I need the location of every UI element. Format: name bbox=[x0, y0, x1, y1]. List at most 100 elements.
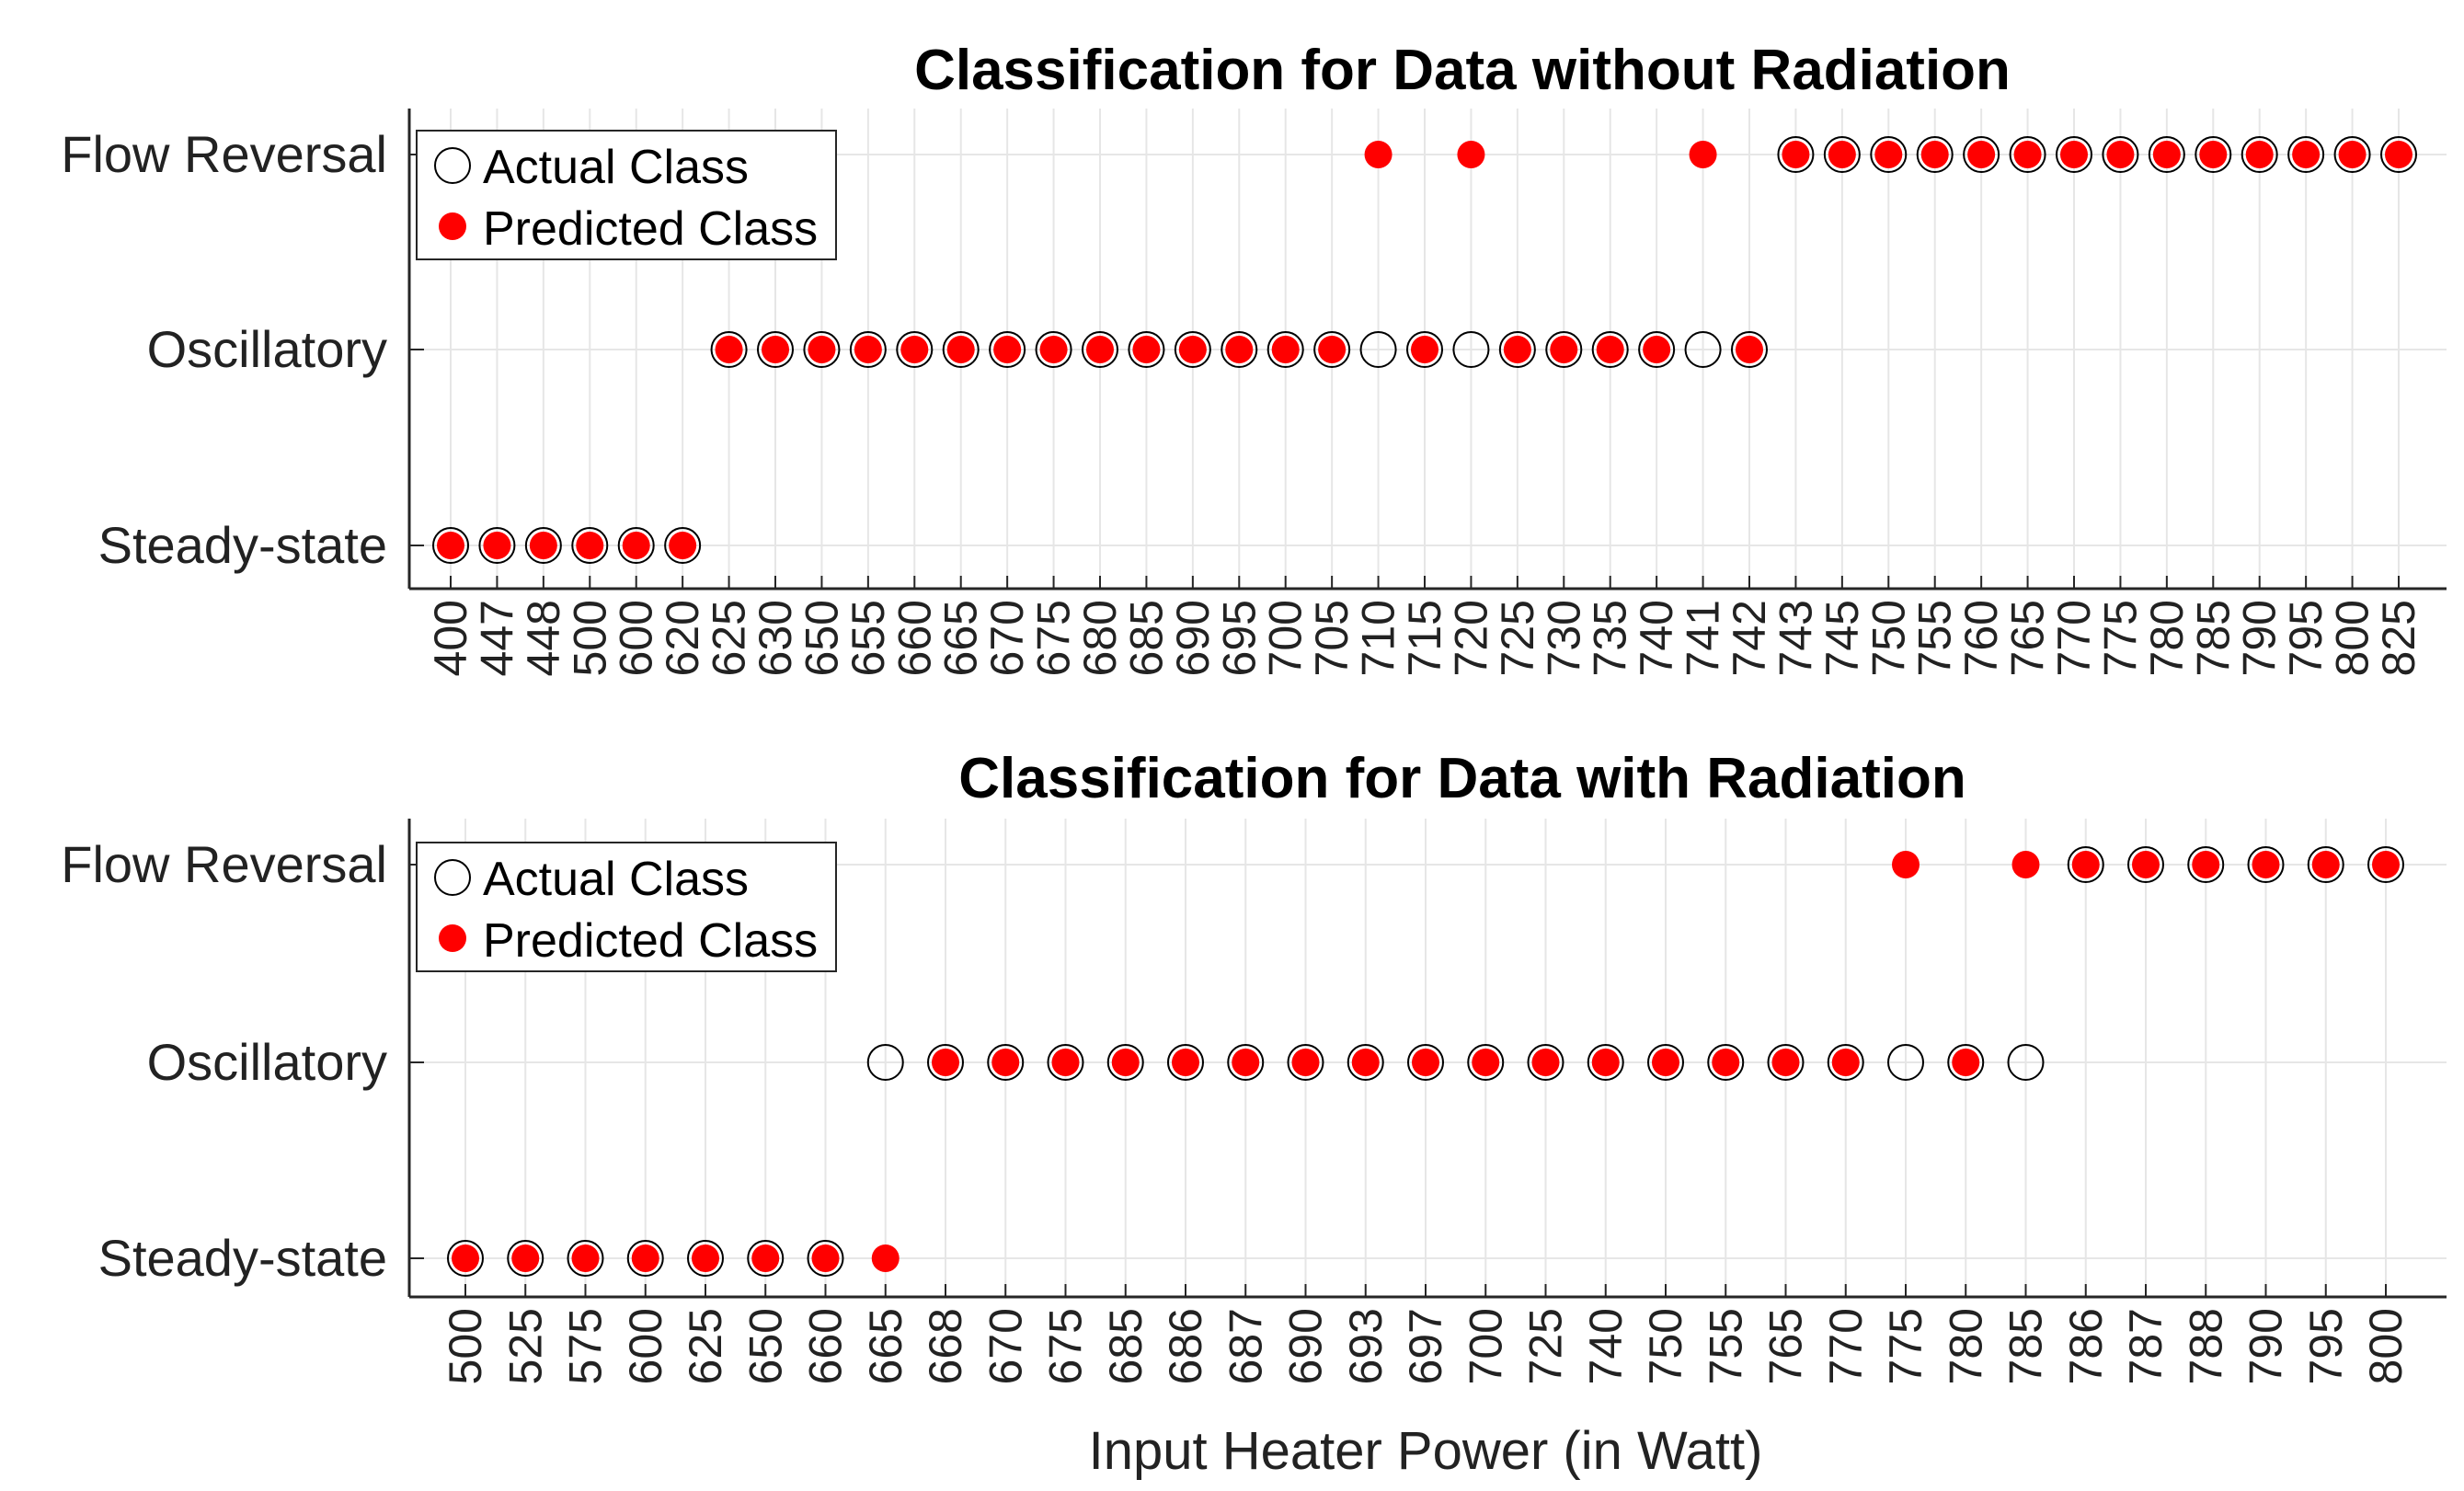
predicted-class-point bbox=[1967, 141, 1996, 168]
predicted-class-point bbox=[1039, 336, 1068, 363]
actual-class-point bbox=[2333, 136, 2371, 173]
actual-class-point bbox=[1035, 331, 1072, 368]
actual-class-point bbox=[896, 331, 934, 368]
predicted-class-point bbox=[2199, 141, 2228, 168]
actual-class-point bbox=[1082, 331, 1118, 368]
x-tick-label: 575 bbox=[560, 1308, 612, 1384]
x-tick-label: 735 bbox=[1585, 600, 1636, 676]
predicted-class-point bbox=[1086, 336, 1114, 363]
predicted-class-point bbox=[1271, 336, 1300, 363]
legend-box bbox=[416, 130, 837, 260]
predicted-class-point bbox=[669, 532, 697, 559]
actual-class-point bbox=[747, 1240, 785, 1277]
actual-class-point bbox=[1266, 331, 1304, 368]
predicted-class-point bbox=[1351, 1049, 1380, 1076]
predicted-class-point bbox=[2245, 141, 2274, 168]
predicted-class-point bbox=[1689, 141, 1717, 168]
x-tick-label: 687 bbox=[1220, 1308, 1271, 1384]
x-tick-label: 650 bbox=[796, 600, 847, 676]
x-tick-label: 795 bbox=[2300, 1308, 2352, 1384]
x-tick-label: 745 bbox=[1816, 600, 1868, 676]
predicted-class-point bbox=[2338, 141, 2367, 168]
actual-class-point bbox=[2380, 136, 2417, 173]
predicted-class-point bbox=[576, 532, 604, 559]
y-tick-label: Flow Reversal bbox=[61, 125, 387, 183]
predicted-class-point bbox=[1591, 1049, 1620, 1076]
actual-class-point bbox=[2367, 846, 2404, 883]
actual-class-point bbox=[2067, 846, 2104, 883]
actual-class-point bbox=[1452, 331, 1490, 368]
predicted-class-point bbox=[1596, 336, 1624, 363]
predicted-class-point bbox=[1291, 1049, 1320, 1076]
predicted-class-point bbox=[1712, 1049, 1740, 1076]
actual-class-point bbox=[989, 331, 1026, 368]
predicted-class-point bbox=[1111, 1049, 1140, 1076]
x-tick-label: 790 bbox=[2234, 600, 2286, 676]
x-tick-label: 670 bbox=[981, 600, 1033, 676]
x-tick-label: 697 bbox=[1400, 1308, 1451, 1384]
x-tick-label: 780 bbox=[2141, 600, 2193, 676]
actual-class-point bbox=[1227, 1044, 1265, 1081]
actual-class-point bbox=[447, 1240, 484, 1277]
predicted-class-point bbox=[2060, 141, 2088, 168]
x-tick-label: 786 bbox=[2060, 1308, 2112, 1384]
actual-class-point bbox=[1347, 1044, 1384, 1081]
actual-class-point bbox=[2287, 136, 2325, 173]
actual-class-point bbox=[927, 1044, 964, 1081]
x-tick-label: 790 bbox=[2241, 1308, 2292, 1384]
x-tick-label: 600 bbox=[620, 1308, 671, 1384]
predicted-class-point bbox=[1828, 141, 1856, 168]
x-tick-label: 600 bbox=[611, 600, 662, 676]
x-tick-label: 765 bbox=[2002, 600, 2054, 676]
predicted-class-point bbox=[1232, 1049, 1260, 1076]
chart-with-radiation: Classification for Data with Radiation S… bbox=[61, 747, 2447, 1481]
predicted-class-point bbox=[622, 532, 650, 559]
predicted-class-point bbox=[2192, 851, 2220, 878]
y-tick-label: Steady-state bbox=[98, 516, 387, 574]
predicted-class-point bbox=[715, 336, 743, 363]
x-tick-label: 770 bbox=[1820, 1308, 1872, 1384]
x-tick-label: 685 bbox=[1120, 600, 1172, 676]
x-tick-label: 700 bbox=[1260, 600, 1312, 676]
x-tick-label: 693 bbox=[1340, 1308, 1392, 1384]
actual-class-point bbox=[1638, 331, 1676, 368]
x-tick-label: 788 bbox=[2180, 1308, 2231, 1384]
x-tick-label: 705 bbox=[1306, 600, 1358, 676]
x-tick-label: 710 bbox=[1353, 600, 1404, 676]
predicted-class-point bbox=[946, 336, 975, 363]
predicted-class-point bbox=[1318, 336, 1347, 363]
y-tick-label: Steady-state bbox=[98, 1229, 387, 1287]
x-tick-label: 685 bbox=[1100, 1308, 1152, 1384]
actual-class-point bbox=[1313, 331, 1351, 368]
x-tick-label: 775 bbox=[2094, 600, 2146, 676]
x-tick-label: 690 bbox=[1280, 1308, 1332, 1384]
actual-class-point bbox=[987, 1044, 1025, 1081]
x-tick-label: 655 bbox=[842, 600, 894, 676]
actual-class-point bbox=[1527, 1044, 1564, 1081]
x-tick-label: 630 bbox=[750, 600, 801, 676]
legend-actual-marker bbox=[434, 859, 471, 896]
predicted-class-point bbox=[2132, 851, 2160, 878]
predicted-class-point bbox=[811, 1244, 840, 1272]
actual-class-point bbox=[2127, 846, 2164, 883]
x-tick-label: 750 bbox=[1862, 600, 1914, 676]
x-tick-label: 787 bbox=[2120, 1308, 2172, 1384]
actual-class-point bbox=[1827, 1044, 1864, 1081]
x-tick-label: 741 bbox=[1678, 600, 1729, 676]
legend-box bbox=[416, 842, 837, 972]
actual-class-point bbox=[849, 331, 887, 368]
actual-class-point bbox=[1963, 136, 2000, 173]
predicted-class-point bbox=[2106, 141, 2135, 168]
predicted-class-point bbox=[2013, 141, 2042, 168]
x-tick-label: 720 bbox=[1445, 600, 1496, 676]
x-tick-label: 400 bbox=[425, 600, 476, 676]
x-tick-label: 670 bbox=[980, 1308, 1031, 1384]
x-tick-label: 755 bbox=[1700, 1308, 1751, 1384]
actual-class-point bbox=[1916, 136, 1954, 173]
predicted-class-point bbox=[571, 1244, 600, 1272]
actual-class-point bbox=[2241, 136, 2278, 173]
actual-class-point bbox=[1823, 136, 1861, 173]
predicted-class-point bbox=[631, 1244, 659, 1272]
x-tick-label: 730 bbox=[1538, 600, 1589, 676]
